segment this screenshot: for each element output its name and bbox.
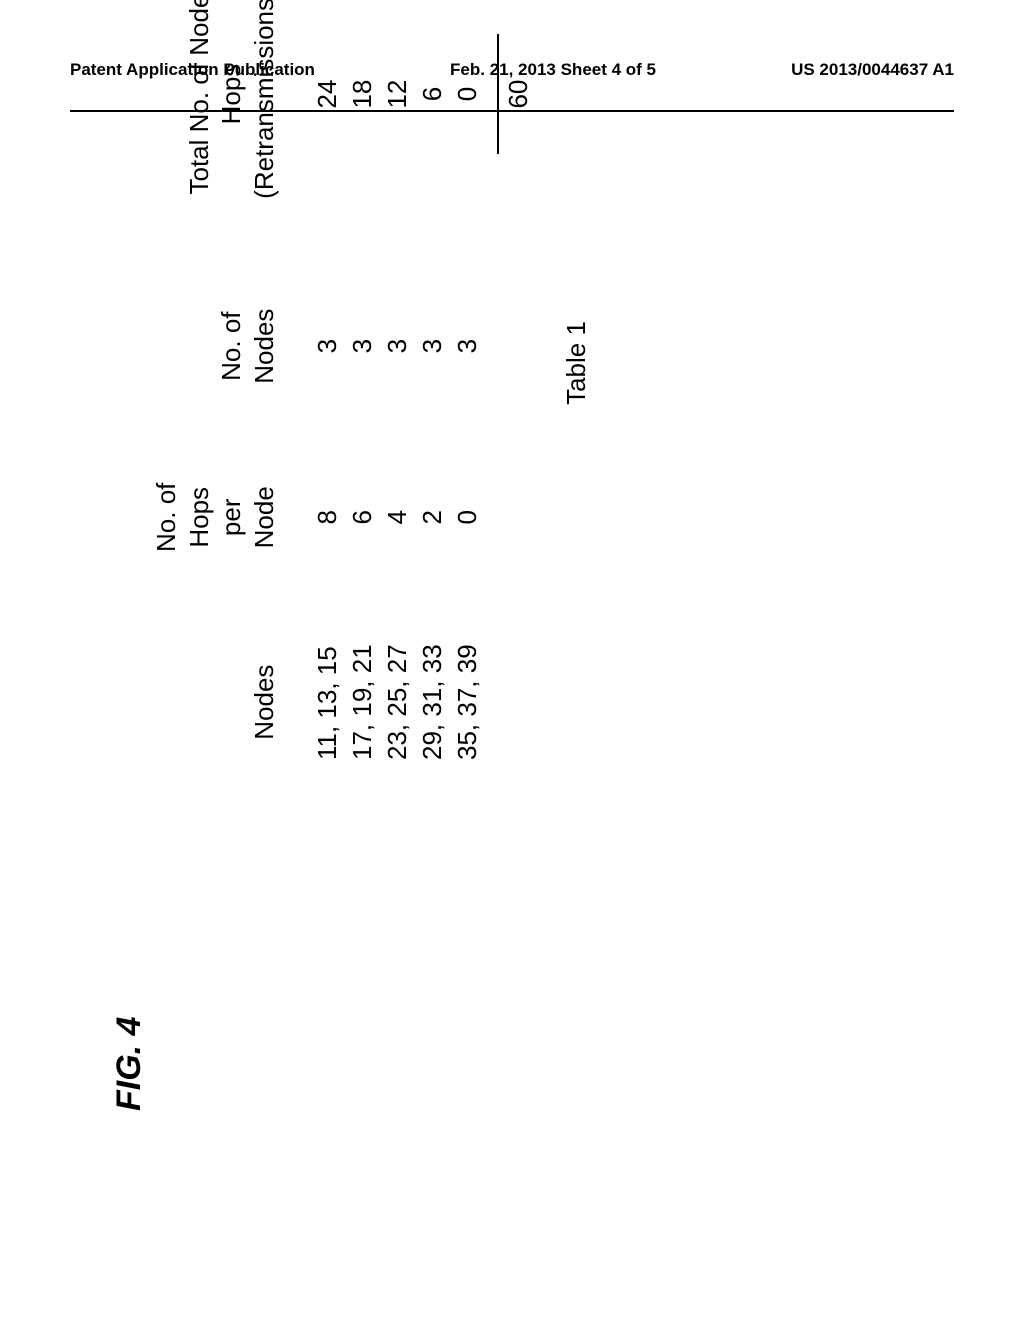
page: Patent Application Publication Feb. 21, … [0, 0, 1024, 1320]
table-row: 35, 37, 39 0 3 0 [450, 0, 485, 800]
cell-total: 0 [450, 0, 485, 262]
table-caption: Table 1 [561, 0, 592, 800]
cell-num-nodes: 3 [310, 262, 345, 430]
figure-label: FIG. 4 [110, 1017, 149, 1111]
rotated-content: Nodes No. of Hops per Node No. of Nodes … [150, 0, 592, 800]
cell-hops-per: 4 [380, 430, 415, 604]
col-nodes: Nodes [150, 604, 310, 800]
cell-hops-per: 2 [415, 430, 450, 604]
cell-hops-per: 8 [310, 430, 345, 604]
cell-num-nodes: 3 [380, 262, 415, 430]
cell-nodes: 23, 25, 27 [380, 604, 415, 800]
col-num-nodes: No. of Nodes [150, 262, 310, 430]
cell-num-nodes: 3 [345, 262, 380, 430]
cell-num-nodes: 3 [415, 262, 450, 430]
header-right: US 2013/0044637 A1 [791, 60, 954, 80]
cell-num-nodes: 3 [450, 262, 485, 430]
cell-sum: 60 [485, 0, 536, 262]
table-header-row: Nodes No. of Hops per Node No. of Nodes … [150, 0, 310, 800]
cell-empty [485, 262, 536, 430]
cell-nodes: 35, 37, 39 [450, 604, 485, 800]
cell-nodes: 11, 13, 15 [310, 604, 345, 800]
cell-total: 12 [380, 0, 415, 262]
sum-rule [497, 34, 499, 154]
cell-hops-per: 6 [345, 430, 380, 604]
table-row: 17, 19, 21 6 3 18 [345, 0, 380, 800]
col-hops-per: No. of Hops per Node [150, 430, 310, 604]
cell-empty [485, 430, 536, 604]
table-row: 11, 13, 15 8 3 24 [310, 0, 345, 800]
hops-table: Nodes No. of Hops per Node No. of Nodes … [150, 0, 536, 800]
table-total-row: 60 [485, 0, 536, 800]
table-row: 29, 31, 33 2 3 6 [415, 0, 450, 800]
cell-empty [485, 604, 536, 800]
cell-nodes: 17, 19, 21 [345, 604, 380, 800]
cell-total: 18 [345, 0, 380, 262]
cell-hops-per: 0 [450, 430, 485, 604]
cell-total: 6 [415, 0, 450, 262]
cell-nodes: 29, 31, 33 [415, 604, 450, 800]
cell-total: 24 [310, 0, 345, 262]
table-row: 23, 25, 27 4 3 12 [380, 0, 415, 800]
col-total-hops: Total No. of Node Hops (Retransmissions) [150, 0, 310, 262]
sum-value: 60 [503, 80, 533, 109]
